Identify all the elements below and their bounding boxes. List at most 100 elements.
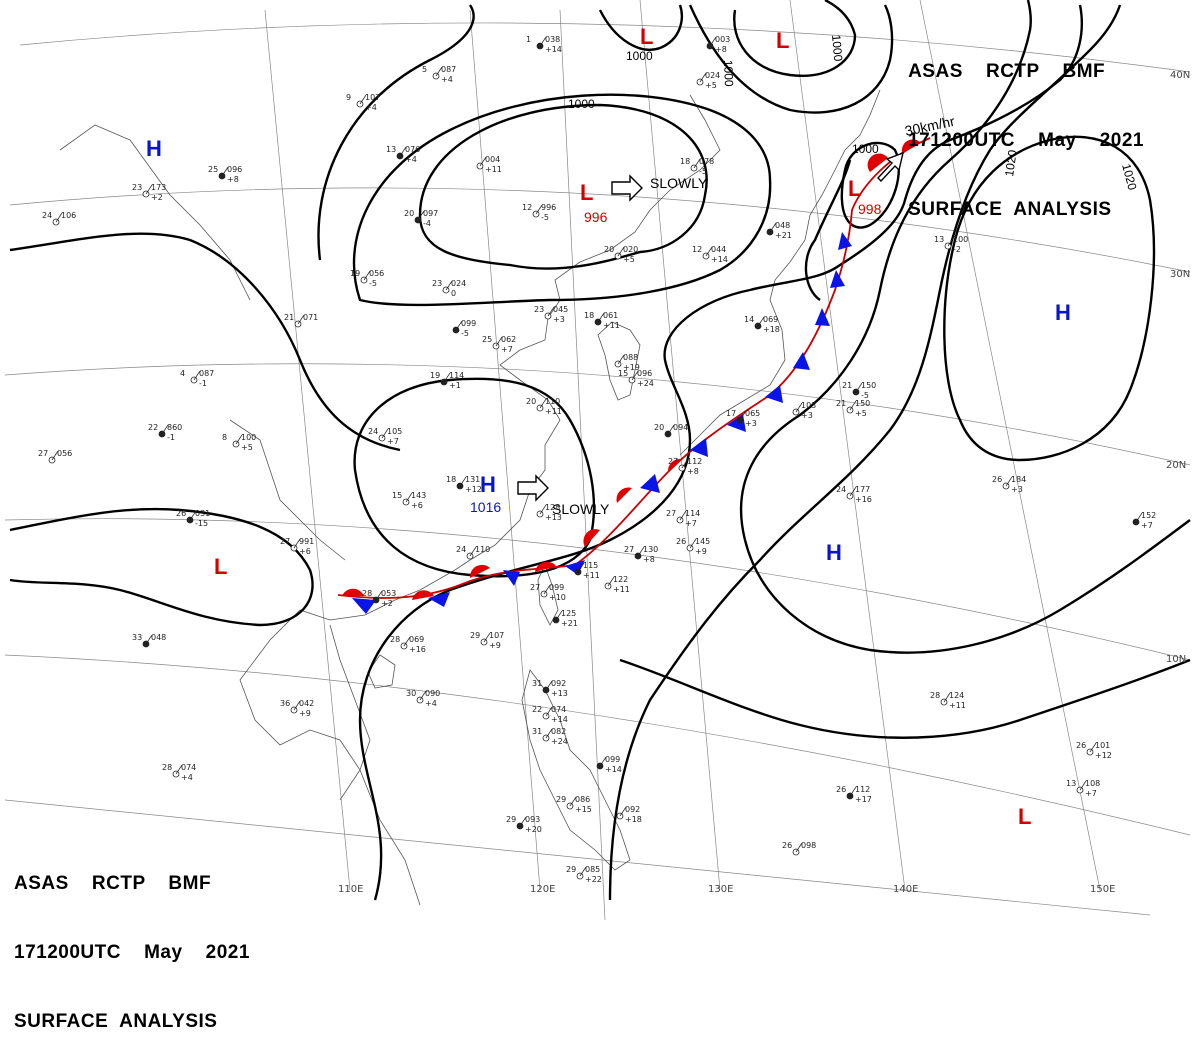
station-pressure: 042 [299, 699, 314, 708]
wind-barb [539, 504, 547, 515]
wind-barb [363, 270, 371, 281]
station-plot: 099+14 [596, 755, 622, 774]
coast-west-range [229, 419, 346, 561]
station-tendency: +11 [603, 321, 620, 330]
station-tendency: +12 [1095, 751, 1112, 760]
station-tendency: -1 [167, 433, 175, 442]
wind-barb [1005, 476, 1013, 487]
wind-barb [435, 66, 443, 77]
station-pressure: 004 [485, 155, 500, 164]
station-tendency: +8 [643, 555, 655, 564]
station-plot: 25 062+7 [482, 335, 516, 354]
wind-barb [599, 756, 607, 767]
station-plot: 26 145+9 [676, 537, 710, 556]
header-line: SURFACE ANALYSIS [908, 199, 1112, 220]
wind-barb [631, 370, 639, 381]
station-pressure: 074 [181, 763, 196, 772]
wind-barb [519, 816, 527, 827]
coordinate-labels: 110E 120E 130E 140E 150E 40N 30N 20N 10N [338, 70, 1190, 895]
station-plot: 24 177+16 [836, 485, 872, 504]
wind-barb [381, 428, 389, 439]
low-marker: L [1018, 804, 1031, 829]
isobar-east-pacific-bow [743, 519, 1191, 654]
isobar-east-low [840, 141, 900, 229]
isobar-sw-ring [9, 507, 314, 627]
station-temperature: 27 [38, 449, 48, 458]
wind-barb [405, 492, 413, 503]
wind-barb [849, 400, 857, 411]
station-temperature: 23 [432, 279, 442, 288]
wind-barb [619, 806, 627, 817]
station-temperature: 8 [222, 433, 227, 442]
station-plot: 20 097-4 [404, 209, 438, 228]
station-pressure: 110 [475, 545, 490, 554]
station-temperature: 5 [422, 65, 427, 74]
station-plot: 15 143+6 [392, 491, 426, 510]
station-pressure: 048 [151, 633, 166, 642]
station-temperature: 21 [842, 381, 852, 390]
station-pressure: 061 [603, 311, 618, 320]
station-plot: 003+8 [706, 35, 730, 54]
station-plot: 092+18 [616, 805, 642, 824]
station-pressure: 097 [423, 209, 438, 218]
header-bottom-left: ASAS RCTP BMF 171200UTC May 2021 SURFACE… [14, 826, 250, 1056]
station-pressure: 110 [545, 397, 560, 406]
wind-barb [535, 204, 543, 215]
station-temperature: 26 [676, 537, 686, 546]
station-plot: 28 069+16 [390, 635, 426, 654]
station-tendency: -5 [369, 279, 377, 288]
station-temperature: 29 [470, 631, 480, 640]
station-temperature: 4 [180, 369, 185, 378]
station-pressure: 069 [763, 315, 778, 324]
station-pressure: 056 [369, 269, 384, 278]
station-temperature: 14 [744, 315, 754, 324]
station-plot: 20 110+11 [526, 397, 562, 416]
wind-barb [235, 434, 243, 445]
station-tendency: -2 [953, 245, 961, 254]
station-tendency: 0 [451, 289, 456, 298]
station-pressure: 150 [855, 399, 870, 408]
station-temperature: 19 [430, 371, 440, 380]
station-temperature: 26 [782, 841, 792, 850]
header-line: SURFACE ANALYSIS [14, 1011, 218, 1032]
station-temperature: 30 [406, 689, 416, 698]
station-pressure: 078 [699, 157, 714, 166]
station-tendency: +16 [409, 645, 426, 654]
wind-barb [443, 372, 451, 383]
isobar-north-cell-a [598, 4, 683, 51]
station-pressure: 112 [687, 457, 702, 466]
frontal-system [337, 137, 931, 614]
warm-front-bumps [342, 139, 920, 600]
station-tendency: +21 [561, 619, 578, 628]
longitude-label: 130E [708, 884, 733, 895]
wind-barb [469, 546, 477, 557]
isobar-pacific-1 [608, 4, 1122, 901]
station-plot: 13 100-2 [934, 235, 968, 254]
wind-barb [399, 146, 407, 157]
station-temperature: 17 [726, 409, 736, 418]
low-value: 996 [584, 209, 608, 225]
station-temperature: 13 [1066, 779, 1076, 788]
wind-barb [547, 306, 555, 317]
isobar-central-trough [358, 4, 1083, 901]
wind-barb [221, 166, 229, 177]
station-pressure: 098 [801, 841, 816, 850]
wind-barb [943, 692, 951, 703]
station-plot: 17 065+3 [726, 409, 760, 428]
station-tendency: +13 [545, 513, 562, 522]
station-plot: 26 112+17 [836, 785, 872, 804]
station-temperature: 20 [404, 209, 414, 218]
station-pressure: 074 [551, 705, 566, 714]
wind-barb [175, 764, 183, 775]
movement-label: SLOWLY [650, 175, 708, 191]
station-pressure: 099 [549, 583, 564, 592]
isobar-1000-west [418, 103, 708, 270]
station-temperature: 27 [666, 509, 676, 518]
station-temperature: 29 [506, 815, 516, 824]
low-marker: L [580, 180, 593, 205]
station-tendency: +3 [1011, 485, 1023, 494]
station-tendency: +9 [695, 547, 707, 556]
arrow-high-china [517, 474, 549, 502]
station-pressure: 100 [241, 433, 256, 442]
station-plot: 24 106 [42, 211, 76, 226]
